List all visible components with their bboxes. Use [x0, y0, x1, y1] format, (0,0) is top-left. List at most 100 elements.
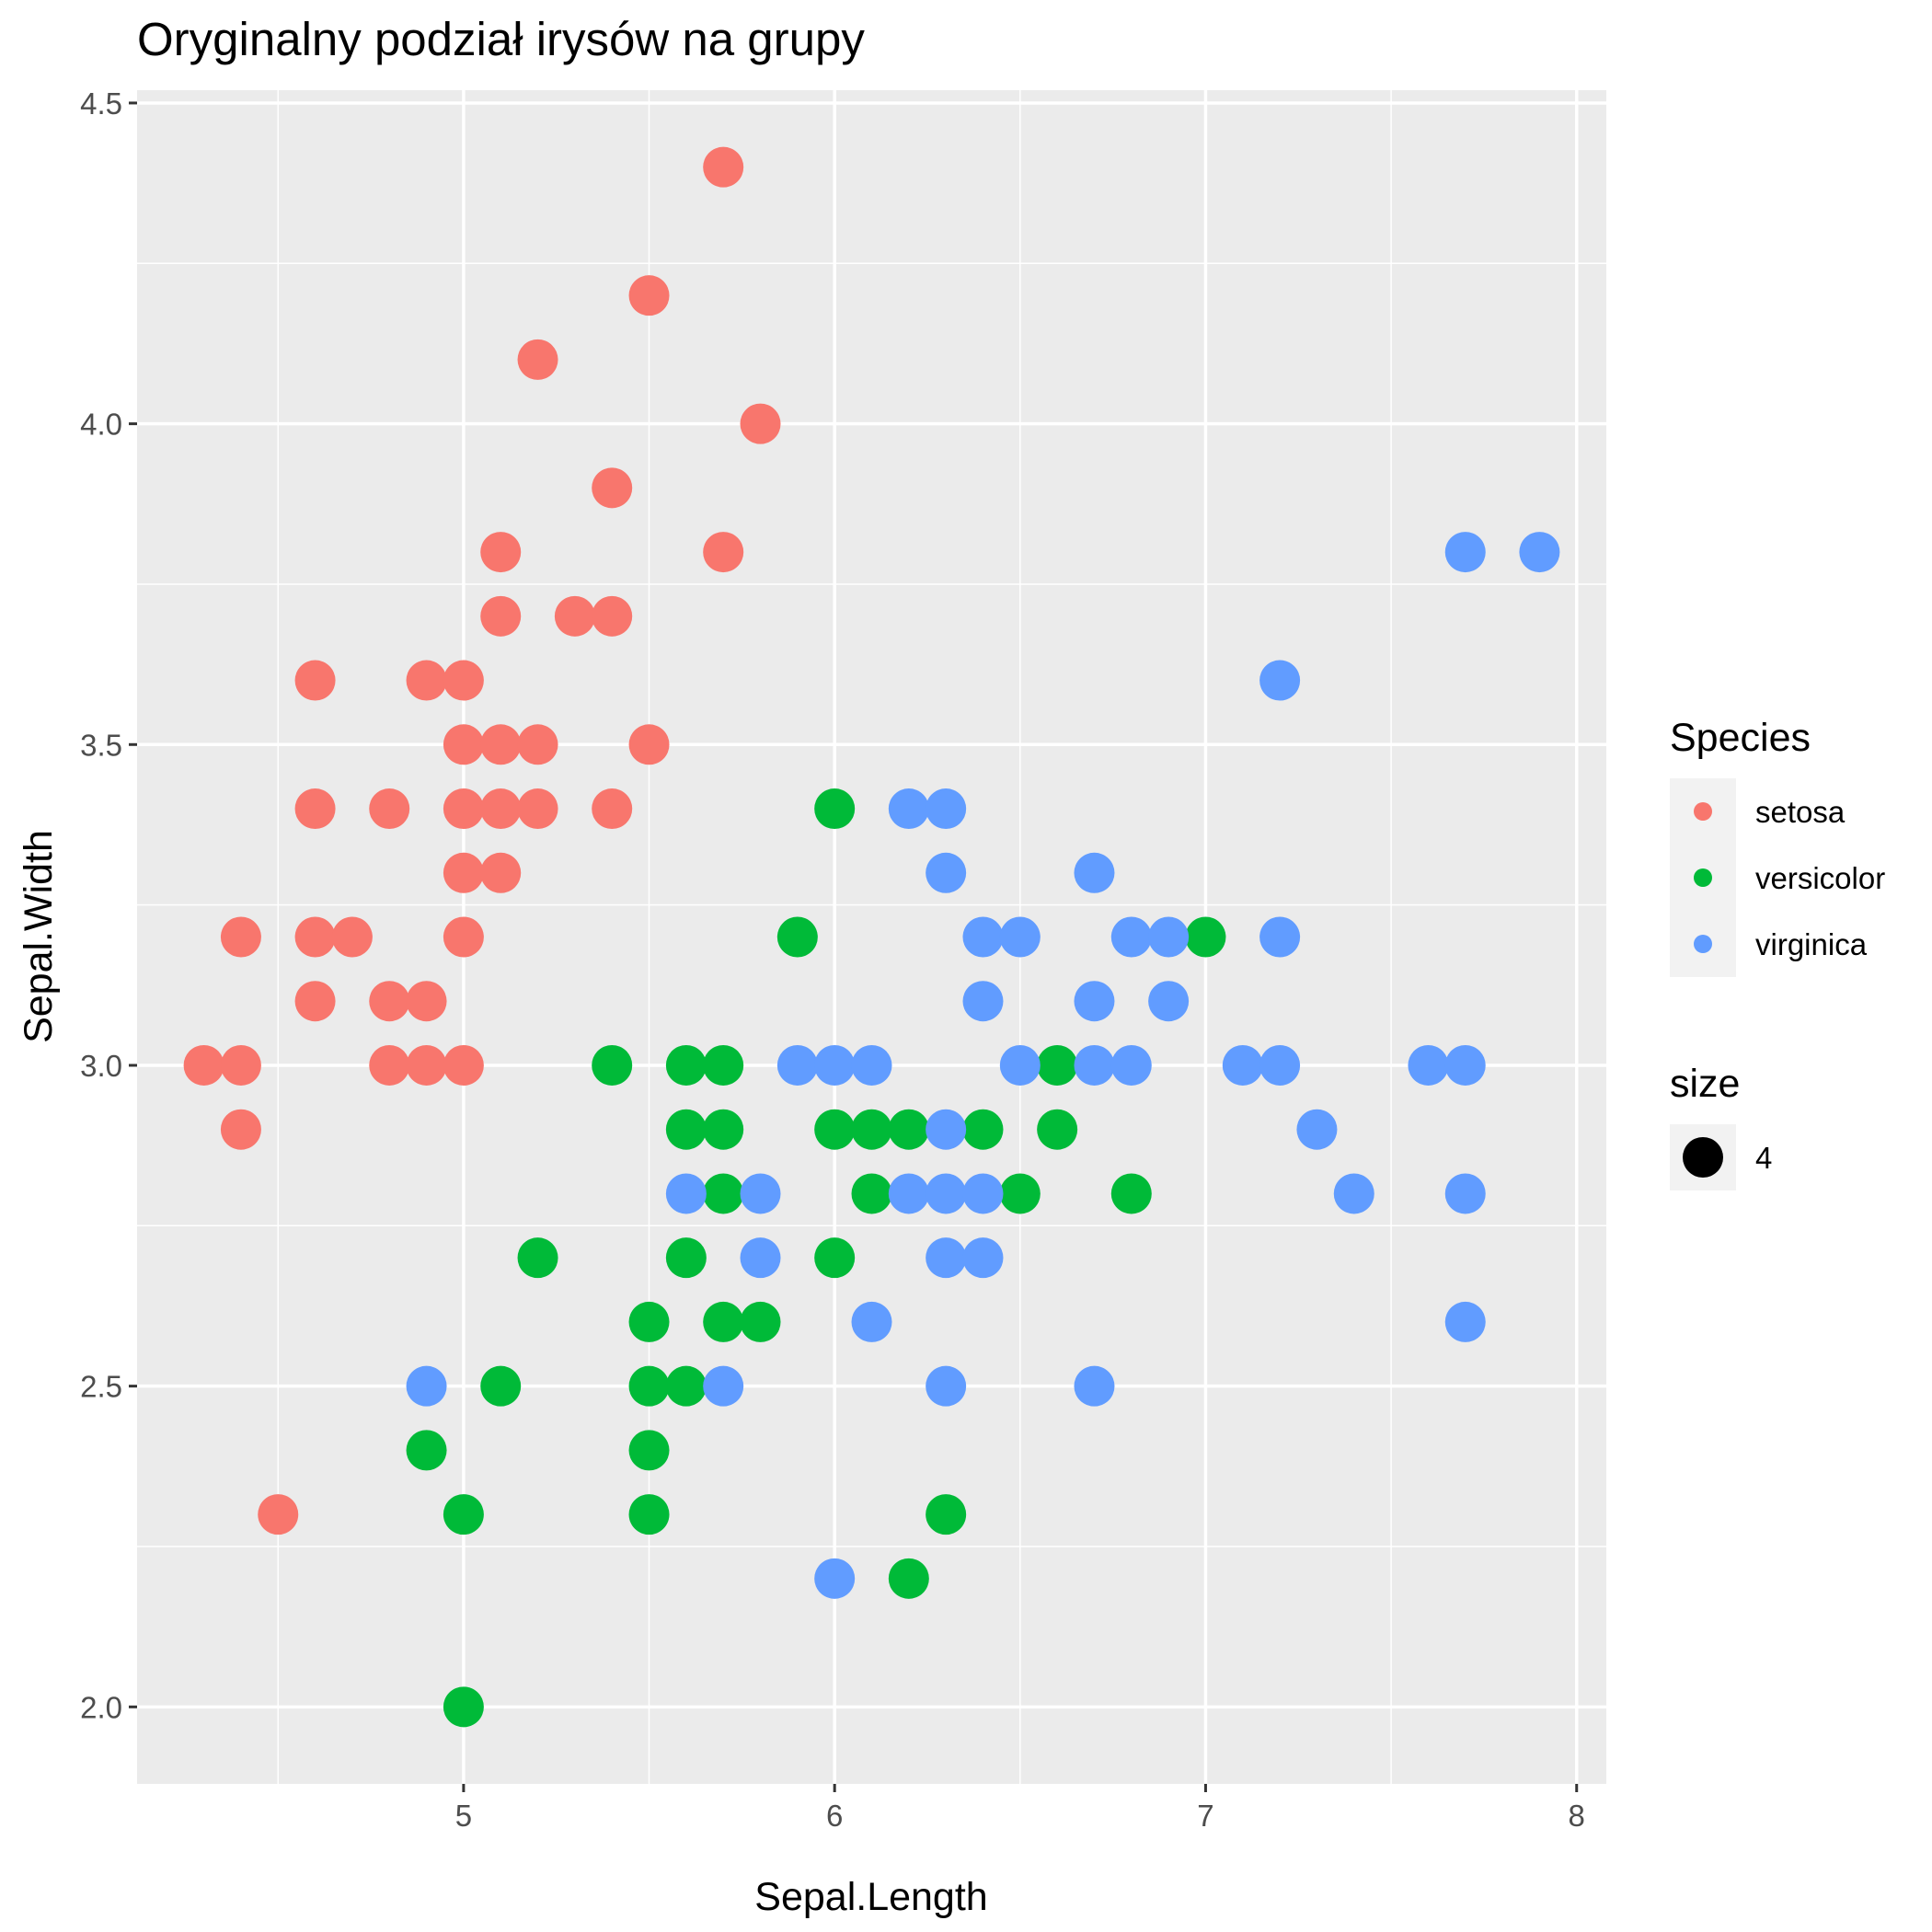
data-point-versicolor — [665, 1044, 707, 1086]
data-point-virginica — [814, 1044, 856, 1086]
data-point-versicolor — [926, 1494, 967, 1535]
data-point-virginica — [962, 916, 1004, 958]
data-point-setosa — [480, 788, 522, 830]
legend-key-size-dot — [1683, 1137, 1723, 1178]
data-point-virginica — [1259, 1044, 1301, 1086]
data-point-setosa — [480, 724, 522, 765]
data-point-virginica — [1296, 1109, 1338, 1150]
data-point-versicolor — [962, 1109, 1004, 1150]
y-axis: 2.0 2.5 3.0 3.5 4.0 4.5 — [80, 86, 137, 1724]
data-point-setosa — [294, 981, 336, 1022]
data-point-virginica — [962, 981, 1004, 1022]
data-point-setosa — [443, 916, 484, 958]
data-point-versicolor — [888, 1558, 929, 1599]
data-point-versicolor — [628, 1430, 670, 1471]
data-point-setosa — [443, 1044, 484, 1086]
data-point-setosa — [517, 724, 558, 765]
data-point-virginica — [1074, 1365, 1115, 1407]
data-point-setosa — [294, 916, 336, 958]
data-point-versicolor — [406, 1430, 447, 1471]
data-point-setosa — [294, 660, 336, 701]
data-point-versicolor — [888, 1109, 929, 1150]
data-point-setosa — [220, 1109, 261, 1150]
data-point-versicolor — [517, 1237, 558, 1279]
legend-key-setosa — [1694, 802, 1712, 821]
data-point-setosa — [369, 981, 410, 1022]
data-point-virginica — [926, 788, 967, 830]
data-point-setosa — [480, 532, 522, 573]
data-point-versicolor — [851, 1173, 892, 1214]
data-point-setosa — [443, 724, 484, 765]
data-point-versicolor — [814, 1109, 856, 1150]
data-point-versicolor — [443, 1686, 484, 1728]
data-point-versicolor — [592, 1044, 633, 1086]
data-point-setosa — [480, 595, 522, 637]
data-point-versicolor — [1037, 1044, 1078, 1086]
data-point-setosa — [592, 467, 633, 509]
data-point-versicolor — [443, 1494, 484, 1535]
legend-label-size: 4 — [1755, 1141, 1772, 1175]
data-point-versicolor — [628, 1494, 670, 1535]
data-point-setosa — [592, 595, 633, 637]
y-tick-label: 3.5 — [80, 728, 122, 762]
data-point-setosa — [703, 532, 744, 573]
legend-species-keys: setosa versicolor virginica — [1670, 778, 1885, 977]
data-points — [183, 146, 1560, 1728]
data-point-versicolor — [703, 1044, 744, 1086]
data-point-virginica — [888, 1173, 929, 1214]
legend-label-versicolor: versicolor — [1755, 861, 1885, 895]
x-axis-title: Sepal.Length — [754, 1875, 987, 1919]
data-point-versicolor — [740, 1301, 781, 1342]
data-point-virginica — [851, 1301, 892, 1342]
x-tick-label: 5 — [455, 1799, 472, 1833]
data-point-virginica — [740, 1173, 781, 1214]
x-tick-label: 7 — [1197, 1799, 1213, 1833]
x-axis: 5 6 7 8 — [455, 1784, 1585, 1833]
data-point-virginica — [962, 1237, 1004, 1279]
data-point-virginica — [1110, 1044, 1152, 1086]
data-point-setosa — [740, 403, 781, 444]
x-tick-label: 8 — [1569, 1799, 1585, 1833]
data-point-virginica — [1408, 1044, 1449, 1086]
data-point-setosa — [294, 788, 336, 830]
data-point-setosa — [480, 852, 522, 893]
data-point-setosa — [554, 595, 595, 637]
data-point-versicolor — [665, 1237, 707, 1279]
data-point-setosa — [258, 1494, 299, 1535]
legend-label-virginica: virginica — [1755, 927, 1868, 961]
data-point-virginica — [1148, 981, 1190, 1022]
data-point-setosa — [443, 660, 484, 701]
data-point-setosa — [628, 724, 670, 765]
legend-label-setosa: setosa — [1755, 795, 1846, 829]
y-tick-label: 4.5 — [80, 86, 122, 121]
data-point-versicolor — [1037, 1109, 1078, 1150]
y-axis-title: Sepal.Width — [17, 830, 61, 1043]
data-point-virginica — [814, 1558, 856, 1599]
data-point-setosa — [592, 788, 633, 830]
data-point-versicolor — [814, 1237, 856, 1279]
legend: Species setosa versicolor virginica size 4 — [1670, 716, 1885, 1190]
y-tick-label: 2.0 — [80, 1690, 122, 1724]
data-point-virginica — [1444, 1044, 1486, 1086]
data-point-virginica — [1259, 660, 1301, 701]
data-point-versicolor — [480, 1365, 522, 1407]
y-tick-label: 3.0 — [80, 1049, 122, 1083]
data-point-setosa — [220, 1044, 261, 1086]
data-point-virginica — [999, 916, 1041, 958]
legend-key-versicolor — [1694, 868, 1712, 887]
data-point-virginica — [1110, 916, 1152, 958]
data-point-versicolor — [851, 1109, 892, 1150]
data-point-virginica — [1074, 981, 1115, 1022]
data-point-virginica — [1148, 916, 1190, 958]
data-point-virginica — [851, 1044, 892, 1086]
y-tick-label: 2.5 — [80, 1370, 122, 1404]
data-point-virginica — [776, 1044, 818, 1086]
data-point-versicolor — [628, 1365, 670, 1407]
data-point-setosa — [406, 981, 447, 1022]
data-point-virginica — [926, 1109, 967, 1150]
data-point-virginica — [1444, 532, 1486, 573]
plot-panel — [137, 90, 1606, 1784]
data-point-setosa — [220, 916, 261, 958]
data-point-virginica — [926, 1237, 967, 1279]
